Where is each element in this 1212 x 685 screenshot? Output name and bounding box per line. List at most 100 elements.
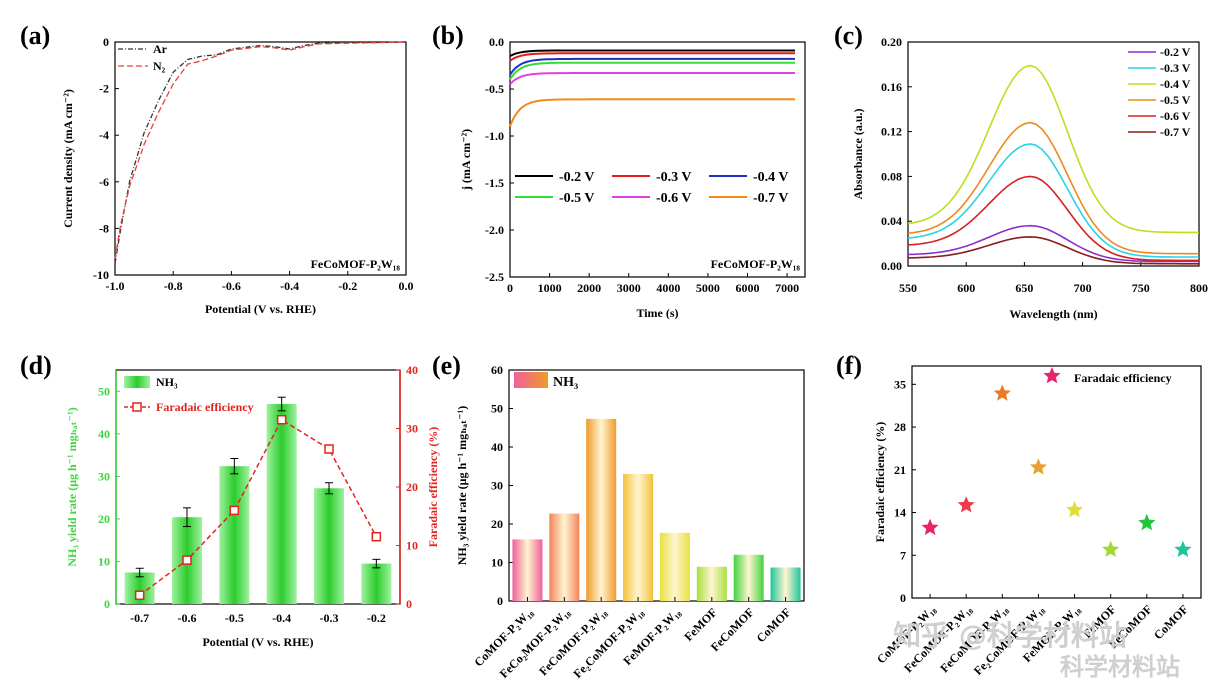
series-line <box>907 224 1199 263</box>
panel-a: (a) -1.0 -0.8 -0.6 -0.4 -0.2 0.0 0 -2 -4 -6 -8 -10 Po… <box>20 21 414 316</box>
y2-tick-label: 0 <box>406 597 412 611</box>
panel-e: (e)0102030405060CoMOF-P₂W₁₈FeCo₂MOF-P₂W₁… <box>432 351 805 681</box>
x-tick-label: -0.2 <box>338 279 357 293</box>
y2-axis-label: Faradaic efficiency (%) <box>426 427 440 548</box>
bar <box>512 539 543 601</box>
x-tick-label: -0.2 <box>367 611 386 625</box>
series-line <box>907 236 1199 265</box>
y-tick-label: 21 <box>894 463 906 477</box>
y-tick-label: 14 <box>894 506 906 520</box>
annotation: FeCoMOF-P₂W₁₈ <box>711 257 801 271</box>
panel-label-d: (d) <box>20 351 52 380</box>
x-tick-label: 2000 <box>577 281 601 295</box>
y-tick-label: 0.12 <box>881 125 902 139</box>
x-tick-label: -0.5 <box>225 611 244 625</box>
plot-frame <box>509 41 806 278</box>
x-tick-label: -0.4 <box>280 279 299 293</box>
legend-label: -0.6 V <box>1160 109 1191 123</box>
fe-point <box>229 505 240 516</box>
y-axis-label: NH₃ yield rate (μg h⁻¹ mgₕₐₜ⁻¹) <box>455 406 469 565</box>
series-line <box>509 61 795 81</box>
data-star <box>993 384 1011 401</box>
series-line <box>509 57 795 76</box>
x-tick-label: CoMOF <box>754 605 794 645</box>
y-tick-label: -4 <box>99 128 109 142</box>
legend-label: -0.5 V <box>559 191 595 206</box>
fe-point <box>371 531 382 542</box>
y-tick-label: 30 <box>491 479 503 493</box>
x-tick-label: 550 <box>899 281 917 295</box>
y-tick-label: -1.5 <box>485 176 504 190</box>
bar <box>266 404 297 604</box>
y-axis-label: j (mA cm⁻²) <box>459 129 473 191</box>
panel-label-f: (f) <box>836 351 862 380</box>
y-tick-label: 28 <box>894 420 906 434</box>
series-line <box>907 121 1199 255</box>
x-tick-label: 0 <box>507 281 513 295</box>
y-axis-label: Faradaic efficiency (%) <box>873 422 887 543</box>
data-star <box>1066 501 1084 518</box>
y-tick-label: -0.5 <box>485 82 504 96</box>
x-tick-label: 800 <box>1190 281 1208 295</box>
y-tick-label: 10 <box>491 556 503 570</box>
y-tick-label: 10 <box>98 554 110 568</box>
x-tick-label: -0.8 <box>164 279 183 293</box>
y-tick-label: 40 <box>98 427 110 441</box>
x-tick-label: -0.7 <box>130 611 149 625</box>
x-axis-label: Wavelength (nm) <box>1009 307 1097 321</box>
x-tick-label: 600 <box>957 281 975 295</box>
y-tick-label: 0 <box>103 35 109 49</box>
y-tick-label: -1.0 <box>485 129 504 143</box>
y-tick-label: 50 <box>491 402 503 416</box>
legend-label: -0.4 V <box>753 170 789 185</box>
series-line-n2 <box>114 41 407 259</box>
series-line <box>907 143 1199 258</box>
legend-label: -0.5 V <box>1160 93 1191 107</box>
bar <box>586 418 617 601</box>
y-tick-label: 0.0 <box>489 35 504 49</box>
x-tick-label: -1.0 <box>106 279 125 293</box>
legend-swatch <box>514 372 548 388</box>
y-tick-label: 35 <box>894 377 906 391</box>
bar <box>733 554 764 601</box>
panel-label-b: (b) <box>432 21 464 50</box>
plot-frame <box>911 365 1202 599</box>
data-star <box>1029 458 1047 475</box>
legend-label: Ar <box>153 42 168 56</box>
y-tick-label: 7 <box>900 548 906 562</box>
fe-point <box>134 590 145 600</box>
y-axis-label: NH₃ yield rate (μg h⁻¹ mgₕₐₜ⁻¹) <box>65 407 79 566</box>
fe-line <box>139 418 377 596</box>
x-tick-label: -0.6 <box>178 611 197 625</box>
y-tick-label: -2 <box>99 82 109 96</box>
bar <box>219 466 250 604</box>
annotation: FeCoMOF-P₂W₁₈ <box>311 257 401 271</box>
legend-label: -0.2 V <box>1160 45 1191 59</box>
panel-b: (b) 0 1000 2000 3000 4000 5000 6000 7000 0.0 -0.5 -… <box>432 21 806 320</box>
y2-tick-label: 30 <box>406 422 418 436</box>
x-tick-label: 1000 <box>538 281 562 295</box>
legend-label: NH₃ <box>553 375 578 390</box>
x-tick-label: 6000 <box>736 281 760 295</box>
x-tick-label: 4000 <box>656 281 680 295</box>
data-star <box>921 518 939 536</box>
watermark-line-1: 知乎 @科学材料站 <box>893 619 1127 652</box>
series-line <box>509 52 795 62</box>
bar <box>770 567 801 601</box>
y-tick-label: 0.16 <box>881 80 902 94</box>
legend-marker <box>132 402 142 412</box>
fe-point <box>182 555 192 565</box>
data-star <box>1138 513 1156 531</box>
series-line <box>509 49 795 57</box>
y-tick-label: -2.0 <box>485 223 504 237</box>
x-axis-label: Potential (V vs. RHE) <box>202 635 313 649</box>
bar <box>549 513 580 601</box>
watermark-line-2: 科学材料站 <box>1060 653 1180 681</box>
legend-label: -0.7 V <box>1160 125 1191 139</box>
legend-star <box>1043 367 1061 384</box>
x-tick-label: -0.4 <box>272 611 291 625</box>
legend-swatch <box>124 376 150 388</box>
legend-label: Faradaic efficiency <box>156 400 254 414</box>
y-tick-label: -6 <box>99 175 109 189</box>
